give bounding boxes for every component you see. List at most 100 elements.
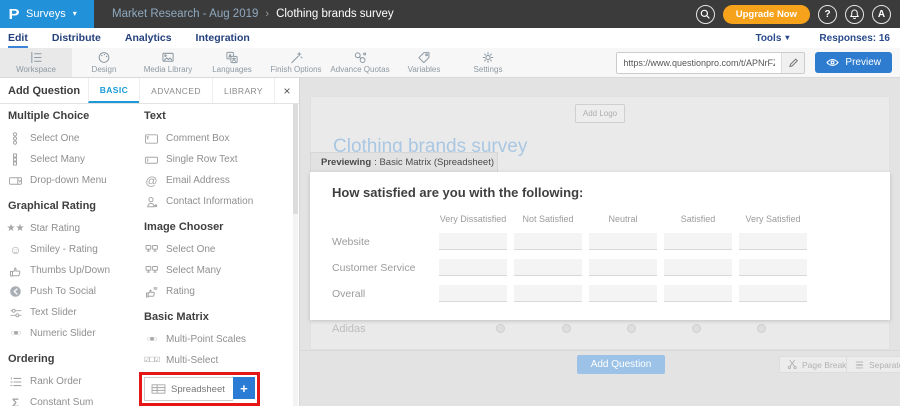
- question-type-single-row-text[interactable]: Single Row Text: [144, 152, 292, 167]
- matrix-row-label: Customer Service: [332, 261, 416, 274]
- tab-integration[interactable]: Integration: [195, 32, 250, 44]
- separator-button[interactable]: Separator: [846, 356, 900, 373]
- question-type-image-select-one[interactable]: Select One: [144, 242, 292, 257]
- question-type-constant-sum[interactable]: Σ Constant Sum: [8, 395, 144, 406]
- toolbar-advance-quotas[interactable]: Advance Quotas: [328, 48, 392, 77]
- question-type-contact-information[interactable]: Contact Information: [144, 194, 292, 209]
- question-type-numeric-slider[interactable]: ○■○ Numeric Slider: [8, 326, 144, 341]
- matrix-column-header: Neutral: [608, 214, 638, 224]
- panel-scrollbar[interactable]: [293, 104, 298, 406]
- add-logo-button[interactable]: Add Logo: [575, 104, 625, 123]
- survey-url-input[interactable]: [617, 52, 782, 73]
- contact-person-icon: [144, 196, 159, 208]
- plus-icon: +: [240, 380, 248, 396]
- matrix-input-cell: [739, 259, 807, 276]
- thumbs-up-icon: [8, 265, 23, 277]
- notifications-button[interactable]: [845, 4, 864, 24]
- tab-analytics[interactable]: Analytics: [124, 32, 172, 44]
- question-type-smiley-rating[interactable]: ☺ Smiley - Rating: [9, 242, 98, 257]
- preview-question-text: How satisfied are you with the following…: [332, 185, 584, 200]
- top-bar: P Surveys ▾ Market Research - Aug 2019 ›…: [0, 0, 900, 28]
- breadcrumb-folder[interactable]: Market Research - Aug 2019: [112, 8, 259, 20]
- matrix-input-cell: [739, 285, 807, 302]
- breadcrumb-survey-name: Clothing brands survey: [276, 8, 394, 20]
- share-icon: [8, 285, 23, 298]
- responses-link[interactable]: Responses: 16: [819, 32, 890, 44]
- question-type-select-many[interactable]: Select Many: [8, 152, 144, 167]
- tab-edit[interactable]: Edit: [8, 28, 28, 48]
- section-image-chooser: Image Chooser: [144, 221, 224, 233]
- close-icon[interactable]: ×: [274, 78, 299, 103]
- matrix-row: Overall: [332, 285, 890, 302]
- tab-distribute[interactable]: Distribute: [51, 32, 101, 44]
- section-text: Text: [144, 110, 166, 122]
- question-type-thumbs-up-down[interactable]: Thumbs Up/Down: [8, 263, 144, 278]
- matrix-input-cell: [514, 259, 582, 276]
- tab-library[interactable]: LIBRARY: [211, 78, 274, 103]
- question-type-multi-select[interactable]: ☑☐☑ Multi-Select: [143, 355, 219, 366]
- monitor-pair-icon: [144, 244, 159, 255]
- section-basic-matrix: Basic Matrix: [144, 311, 209, 323]
- toolbar-variables[interactable]: Variables: [392, 48, 456, 77]
- search-icon: [700, 9, 710, 19]
- tab-advanced[interactable]: ADVANCED: [139, 78, 212, 103]
- toolbar-languages[interactable]: Languages: [200, 48, 264, 77]
- edit-url-button[interactable]: [781, 52, 805, 73]
- design-palette-icon: [98, 52, 110, 63]
- question-type-image-select-many[interactable]: Select Many: [144, 263, 292, 278]
- question-type-image-rating[interactable]: Rating: [144, 284, 292, 299]
- matrix-column-header: Very Satisfied: [745, 214, 801, 224]
- matrix-header-row: Very Dissatisfied Not Satisfied Neutral …: [332, 214, 890, 224]
- toolbar-media-library[interactable]: Media Library: [136, 48, 200, 77]
- surveys-menu[interactable]: P Surveys ▾: [0, 0, 94, 28]
- question-type-text-slider[interactable]: Text Slider: [8, 305, 144, 320]
- tools-dropdown[interactable]: Tools ▾: [755, 33, 789, 44]
- toolbar-design[interactable]: Design: [72, 48, 136, 77]
- add-question-button[interactable]: Add Question: [577, 355, 665, 374]
- comment-box-icon: [144, 133, 159, 145]
- search-button[interactable]: [695, 4, 715, 24]
- eye-icon: [826, 58, 839, 67]
- chevron-down-icon: ▾: [785, 33, 790, 42]
- question-type-push-to-social[interactable]: Push To Social: [8, 284, 144, 299]
- avatar[interactable]: A: [872, 4, 891, 24]
- question-type-email-address[interactable]: @ Email Address: [145, 173, 230, 188]
- main-nav: Edit Distribute Analytics Integration To…: [0, 28, 900, 48]
- help-button[interactable]: ?: [818, 4, 837, 24]
- toolbar-settings[interactable]: Settings: [456, 48, 520, 77]
- question-type-comment-box[interactable]: Comment Box: [144, 131, 292, 146]
- languages-icon: [226, 51, 238, 64]
- settings-gear-icon: [482, 52, 494, 63]
- survey-title[interactable]: Clothing brands survey: [333, 136, 528, 157]
- preview-button[interactable]: Preview: [815, 52, 892, 73]
- dropdown-menu-icon: [8, 175, 23, 187]
- matrix-row: Website: [332, 233, 890, 250]
- question-type-star-rating[interactable]: ★★ Star Rating: [6, 222, 81, 234]
- question-type-select-one[interactable]: Select One: [8, 131, 144, 146]
- upgrade-now-button[interactable]: Upgrade Now: [722, 4, 810, 24]
- section-divider: [300, 350, 900, 351]
- surveys-menu-label: Surveys: [26, 8, 66, 20]
- matrix-input-cell: [589, 285, 657, 302]
- radio-button: [562, 324, 571, 333]
- question-type-spreadsheet[interactable]: Spreadsheet: [144, 377, 233, 401]
- add-spreadsheet-button[interactable]: +: [232, 377, 255, 399]
- tab-basic[interactable]: BASIC: [87, 78, 140, 103]
- multi-point-icon: ○■○: [146, 336, 158, 343]
- spreadsheet-grid-icon: [151, 383, 166, 395]
- question-type-multi-point-scales[interactable]: ○■○ Multi-Point Scales: [144, 332, 292, 347]
- breadcrumb-separator: ›: [265, 8, 270, 20]
- question-type-rank-order[interactable]: Rank Order: [8, 374, 144, 389]
- matrix-row-label: Adidas: [332, 323, 366, 335]
- advance-quotas-icon: [354, 52, 367, 64]
- toolbar-finish-options[interactable]: Finish Options: [264, 48, 328, 77]
- matrix-input-cell: [664, 259, 732, 276]
- add-question-panel: Add Question BASIC ADVANCED LIBRARY × Mu…: [0, 78, 300, 406]
- editor-toolbar: Workspace Design Media Library Languages…: [0, 48, 900, 78]
- matrix-input-cell: [664, 285, 732, 302]
- question-type-dropdown-menu[interactable]: Drop-down Menu: [8, 173, 144, 188]
- matrix-row: Customer Service: [332, 259, 890, 276]
- toolbar-workspace[interactable]: Workspace: [0, 48, 72, 77]
- page-break-button[interactable]: Page Break: [779, 356, 855, 373]
